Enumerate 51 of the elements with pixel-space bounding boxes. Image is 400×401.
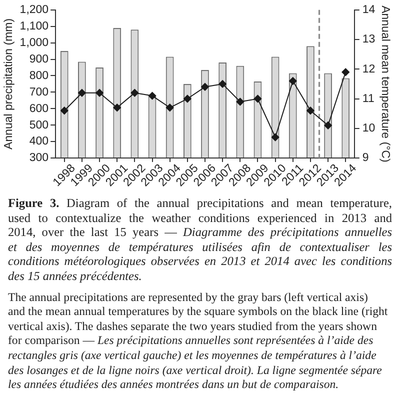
y-tick-label: 300 [29,152,49,164]
point [236,98,244,106]
y2-tick-label: 10 [362,122,376,135]
text: The annual precipitations are represented by the gray bars (left vertical axis) [8,290,368,304]
point [113,104,121,112]
text: des losanges et de la ligne noirs (axe vertical droit). La ligne segmentée sépare [8,362,382,377]
y-tick-label: 800 [29,70,49,82]
y2-tick-label: 11 [362,92,374,105]
text: for comparison — [8,333,94,348]
point [324,122,332,130]
y-tick-label: 400 [29,136,49,148]
point [271,133,280,142]
text: Diagramme des précipitations annuelles [183,225,392,240]
y-tick-label: 700 [29,86,49,98]
point [166,104,174,112]
point [306,106,314,115]
y-tick-label: 1,200 [20,4,49,16]
point [60,106,68,115]
text: and the mean annual temperatures by the square symbols on the black line (right [8,304,388,318]
point [342,68,350,76]
y2-tick-label: 13 [362,34,376,46]
y2-axis-title: Annual mean temperature (°C) [378,6,391,162]
point [218,80,226,88]
text: 2014, over the last 15 years — [8,225,177,240]
y-tick-label: 900 [29,53,49,66]
y2-tick-label: 9 [362,152,369,164]
text: Les précipitations annuelles sont représentées à l’aide des [97,333,374,348]
text: les années étudiées des années montrées dans un but de comparaison. [8,377,339,392]
point [148,92,156,100]
text: used to contextualize the weather conditions experienced in 2013 and [8,210,392,225]
y-tick-label: 1,000 [20,36,49,49]
point [184,94,192,103]
point [201,83,209,91]
text: et des moyennes de températures utilisées afin de contextualiser les [8,240,392,254]
point [96,88,104,97]
text: Diagram of the annual precipitations and mean temperature, [66,196,392,210]
caption: Figure 3. [8,196,60,210]
y2-tick-label: 14 [362,4,376,16]
y-axis-title: Annual precipitation (mm) [3,18,16,150]
y-tick-label: 600 [29,102,49,115]
point [254,94,262,103]
text: conditions météorologiques observées en 2013 et 2014 avec les conditions [8,254,392,268]
y2-tick-label: 12 [362,63,376,76]
y-tick-label: 500 [29,119,49,132]
point [78,88,86,97]
point [130,88,139,97]
text: des 15 années précédentes. [8,268,142,283]
text: vertical axis). The dashes separate the two years studied from the years shown [8,318,377,333]
text: rectangles gris (axe vertical gauche) et les moyennes de températures à l’aide [8,348,376,362]
point [288,77,297,85]
y-tick-label: 1,100 [20,20,49,33]
